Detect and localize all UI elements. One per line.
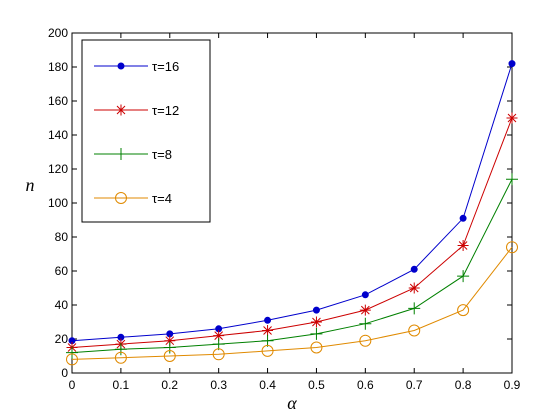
- data-point: [310, 327, 323, 340]
- data-point: [408, 324, 421, 337]
- data-point: [410, 265, 418, 273]
- legend-label: τ=8: [152, 147, 172, 162]
- data-point: [114, 343, 127, 356]
- data-point: [310, 316, 322, 328]
- data-point: [459, 214, 467, 222]
- y-tick-label: 140: [48, 128, 68, 142]
- data-point: [359, 317, 372, 330]
- data-point: [508, 60, 516, 68]
- data-point: [361, 291, 369, 299]
- x-axis-label: α: [287, 393, 297, 413]
- data-point: [359, 334, 372, 347]
- x-tick-label: 0.8: [455, 378, 472, 392]
- data-point: [164, 335, 176, 347]
- x-tick-label: 0.3: [210, 378, 227, 392]
- y-tick-label: 160: [48, 94, 68, 108]
- data-point: [457, 270, 470, 283]
- data-point: [506, 241, 518, 254]
- y-tick-label: 180: [48, 60, 68, 74]
- legend-entry: τ=4: [94, 191, 172, 206]
- legend-box: [81, 39, 211, 223]
- legend-entry: τ=16: [94, 59, 179, 74]
- y-tick-label: 120: [48, 162, 68, 176]
- axis-ticks: 0 0.1 0.2 0.3 0.4 0.5 0.6 0.7 0.8 0.9 0 20 40 60 80 100…: [48, 26, 521, 392]
- data-point: [457, 304, 470, 317]
- data-point: [506, 112, 518, 124]
- series-line: [71, 178, 513, 354]
- x-tick-label: 0.4: [259, 378, 276, 392]
- legend: τ=16 τ=12 τ=8 τ=4: [81, 39, 211, 223]
- series-line: [71, 117, 513, 348]
- legend-entry: τ=8: [94, 147, 172, 162]
- legend-marker: [115, 104, 127, 116]
- data-point: [261, 344, 274, 357]
- data-point: [312, 306, 320, 314]
- data-point: [457, 240, 469, 251]
- data-point: [212, 338, 225, 351]
- data-point: [212, 348, 225, 361]
- y-tick-label: 200: [48, 26, 68, 40]
- legend-marker: [117, 62, 125, 70]
- series-line: [71, 63, 513, 342]
- data-point: [163, 350, 176, 362]
- x-tick-label: 0.1: [113, 378, 130, 392]
- data-point: [261, 334, 274, 347]
- legend-marker: [115, 192, 127, 204]
- data-point: [408, 282, 420, 294]
- series-line: [71, 246, 513, 360]
- x-tick-label: 0.9: [504, 378, 521, 392]
- y-axis-label: n: [26, 175, 35, 195]
- data-point: [163, 341, 176, 354]
- data-point: [262, 325, 274, 336]
- y-tick-label: 60: [55, 264, 69, 278]
- y-tick-label: 20: [55, 332, 69, 346]
- data-point: [310, 341, 323, 354]
- data-point: [264, 316, 272, 324]
- series-3: [66, 173, 518, 359]
- data-point: [506, 173, 518, 186]
- y-tick-label: 0: [61, 366, 68, 380]
- x-tick-label: 0.6: [357, 378, 374, 392]
- data-point: [114, 351, 127, 364]
- legend-label: τ=12: [152, 103, 179, 118]
- data-point: [213, 330, 225, 342]
- x-tick-label: 0.7: [406, 378, 423, 392]
- legend-marker: [115, 148, 127, 160]
- x-tick-label: 0.2: [161, 378, 178, 392]
- legend-entry: τ=12: [94, 103, 179, 118]
- x-tick-label: 0: [69, 378, 76, 392]
- data-point: [66, 353, 78, 366]
- data-point: [359, 304, 371, 316]
- legend-label: τ=16: [152, 59, 179, 74]
- series-layer: [66, 60, 518, 366]
- series-4: [66, 241, 518, 366]
- x-tick-label: 0.5: [308, 378, 325, 392]
- data-point: [408, 302, 421, 315]
- y-tick-label: 80: [55, 230, 69, 244]
- y-tick-label: 100: [48, 196, 68, 210]
- legend-label: τ=4: [152, 191, 172, 206]
- data-point: [66, 346, 78, 359]
- series-1: [68, 60, 516, 345]
- y-tick-label: 40: [55, 298, 69, 312]
